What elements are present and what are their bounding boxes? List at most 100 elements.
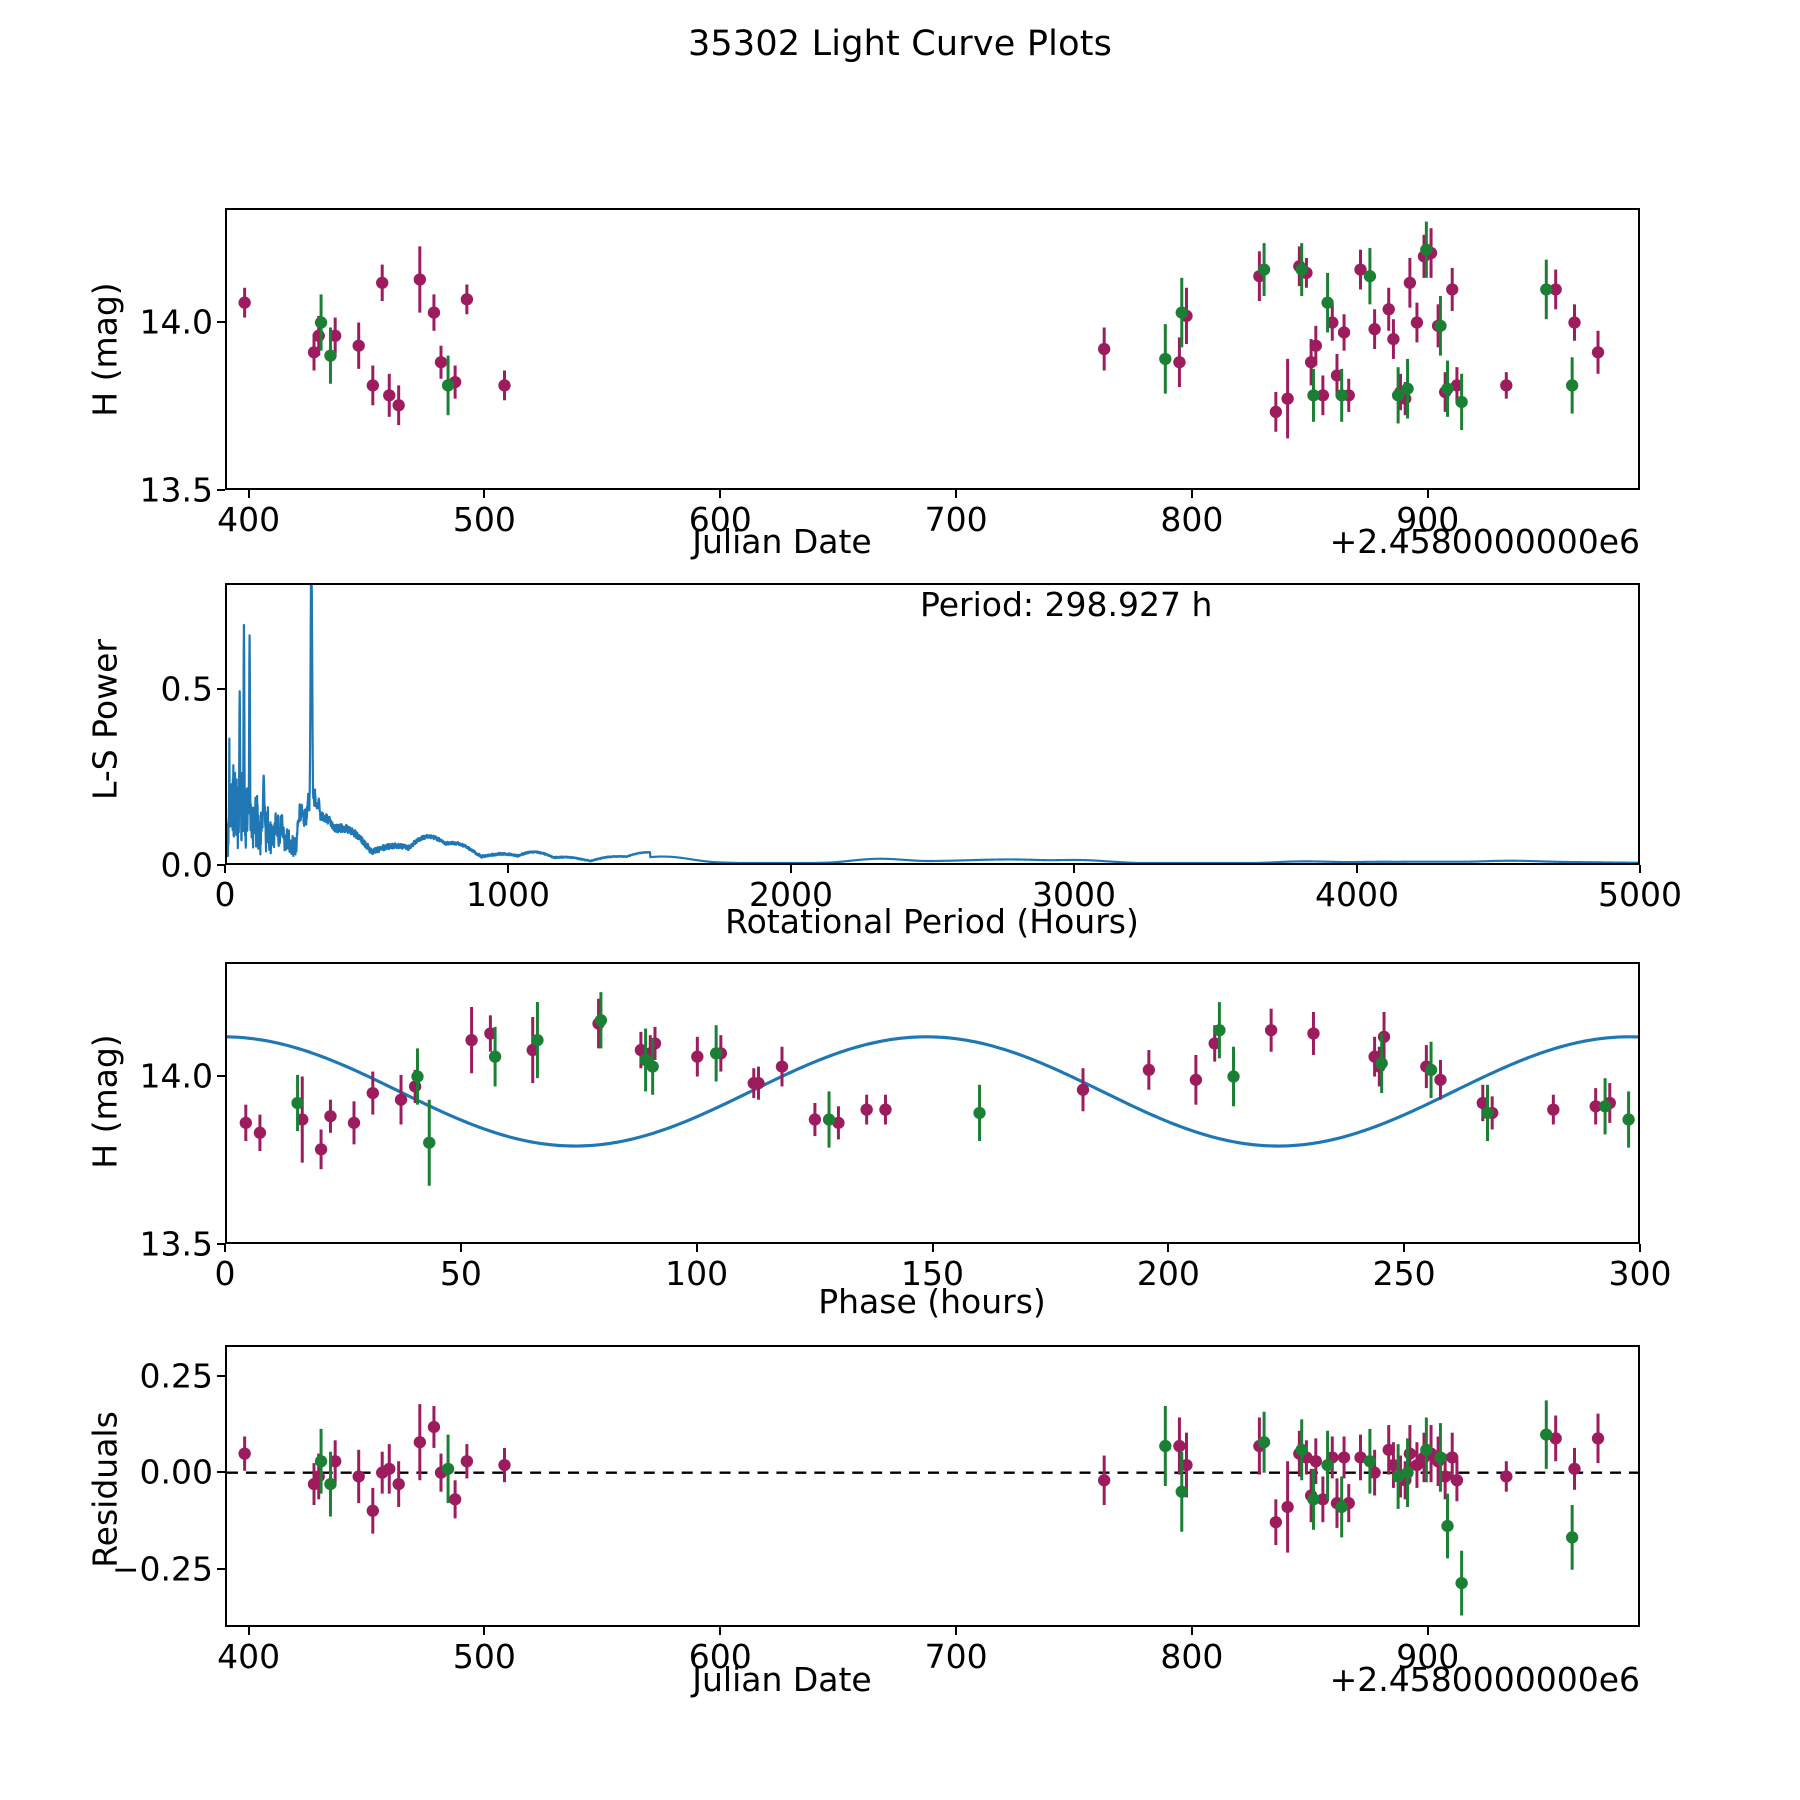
data-point <box>1097 1474 1111 1487</box>
xtick-mark <box>955 1627 958 1635</box>
series-r-band <box>239 998 1616 1170</box>
phased-light-curve-axes <box>225 962 1640 1244</box>
xtick-label: 600 <box>688 1637 752 1676</box>
periodogram-xlabel: Rotational Period (Hours) <box>725 902 1139 941</box>
data-point <box>1307 389 1320 402</box>
data-point <box>1309 1455 1323 1468</box>
data-point <box>1337 326 1351 339</box>
xtick-label: 4000 <box>1315 875 1399 914</box>
data-point <box>1175 306 1188 319</box>
data-point <box>1257 1436 1271 1449</box>
data-point <box>1438 1470 1452 1483</box>
data-point <box>1295 263 1308 276</box>
xtick-mark <box>247 1627 250 1635</box>
data-point <box>1363 1455 1377 1468</box>
data-point <box>1441 1519 1454 1533</box>
data-point <box>1598 1100 1612 1113</box>
xtick-label: 700 <box>924 1637 988 1676</box>
data-point <box>411 1070 424 1083</box>
xtick-label: 0 <box>214 875 236 914</box>
data-point <box>1420 1443 1433 1456</box>
data-point <box>1446 1451 1459 1464</box>
residuals-axes <box>225 1345 1640 1627</box>
xtick-mark <box>459 1244 462 1252</box>
data-point <box>465 1034 478 1047</box>
data-point <box>312 1470 325 1483</box>
xtick-mark <box>224 1244 226 1252</box>
series-r-band <box>238 228 1605 439</box>
data-point <box>392 1477 405 1491</box>
data-point <box>1540 1428 1553 1441</box>
xtick-label: 50 <box>439 1254 482 1293</box>
data-point <box>1281 1500 1294 1514</box>
data-point <box>314 1143 328 1156</box>
ytick-mark <box>217 1075 225 1078</box>
data-point <box>1565 379 1579 392</box>
data-point <box>366 379 379 392</box>
data-point <box>324 1110 337 1123</box>
xtick-label: 700 <box>924 500 988 539</box>
data-point <box>1403 1447 1417 1460</box>
data-point <box>1295 1443 1308 1456</box>
xtick-mark <box>695 1244 698 1252</box>
data-point <box>832 1116 845 1129</box>
data-point <box>1591 1432 1605 1445</box>
data-point <box>1476 1096 1489 1110</box>
data-point <box>1316 389 1330 402</box>
data-point <box>1335 1500 1348 1514</box>
data-point <box>1450 379 1464 392</box>
xtick-label: 900 <box>1396 1637 1460 1676</box>
data-point <box>1455 1576 1468 1590</box>
data-point <box>352 339 365 352</box>
ytick-mark <box>217 489 225 491</box>
data-point <box>312 329 325 342</box>
data-point <box>1321 1458 1334 1472</box>
data-point <box>434 356 448 369</box>
xtick-mark <box>1426 1627 1429 1635</box>
xtick-mark <box>1190 1627 1193 1635</box>
data-point <box>648 1037 662 1050</box>
ytick-label: 13.5 <box>139 470 213 510</box>
data-point <box>973 1106 986 1120</box>
xtick-label: 100 <box>665 1254 729 1293</box>
ytick-mark <box>217 864 225 866</box>
data-point <box>1208 1037 1221 1050</box>
ytick-mark <box>217 1471 225 1474</box>
data-point <box>1391 1470 1405 1483</box>
data-point <box>498 1458 511 1472</box>
series-g-band <box>314 221 1579 431</box>
data-point <box>1335 389 1348 402</box>
xtick-mark <box>955 490 958 498</box>
data-point <box>1326 316 1339 329</box>
panel-phased-light-curve <box>225 962 1640 1244</box>
data-point <box>1500 1470 1513 1483</box>
data-point <box>1382 303 1395 316</box>
ytick-label: 0.0 <box>160 845 213 885</box>
data-point <box>1591 346 1605 359</box>
xtick-mark <box>507 865 509 873</box>
xtick-label: 1000 <box>466 875 550 914</box>
data-point <box>822 1113 836 1126</box>
data-point <box>347 1116 361 1129</box>
periodogram-line <box>227 585 1638 863</box>
data-point <box>1410 316 1424 329</box>
data-point <box>860 1103 873 1116</box>
phased-xlabel: Phase (hours) <box>818 1282 1046 1321</box>
data-point <box>366 1086 379 1100</box>
data-point <box>775 1060 789 1073</box>
ytick-mark <box>217 687 225 690</box>
data-point <box>1568 316 1581 329</box>
data-point <box>239 1116 252 1129</box>
light-curve-offset-text: +2.4580000000e6 <box>1329 522 1640 561</box>
data-point <box>531 1034 544 1047</box>
xtick-mark <box>719 490 722 498</box>
data-point <box>1565 1531 1579 1544</box>
data-point <box>441 379 455 392</box>
light-curve-plot-area <box>238 221 1605 439</box>
data-point <box>1337 1451 1351 1464</box>
data-point <box>238 1447 251 1460</box>
data-point <box>709 1047 723 1060</box>
data-point <box>1175 1485 1188 1498</box>
xtick-mark <box>1190 490 1193 498</box>
data-point <box>1434 1451 1447 1464</box>
